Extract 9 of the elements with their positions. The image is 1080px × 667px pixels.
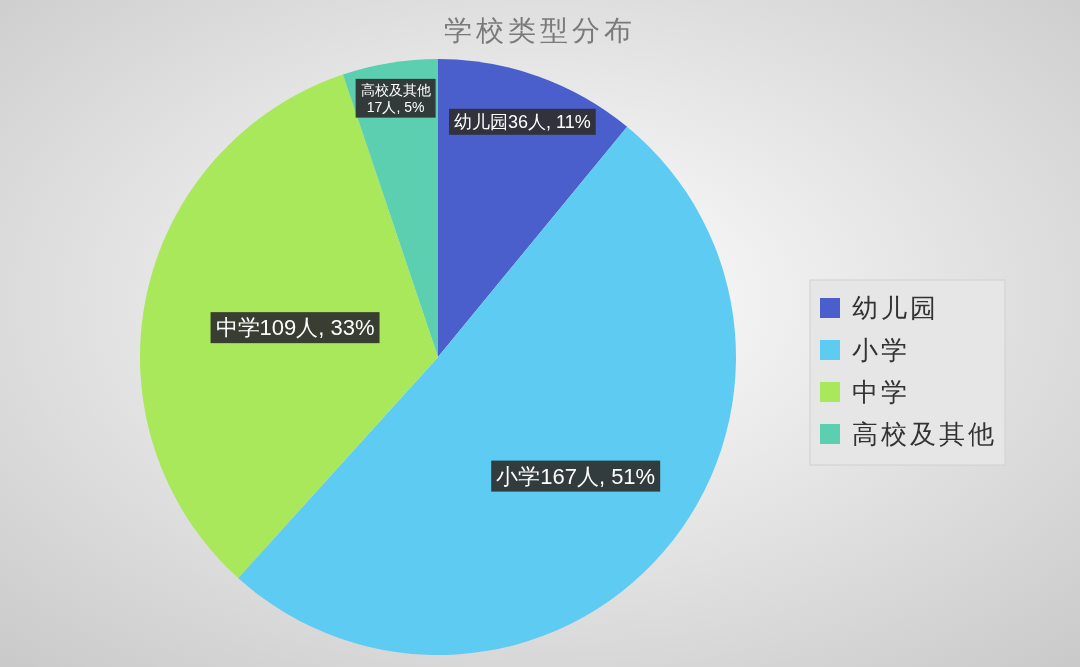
- data-label: 高校及其他 17人, 5%: [360, 81, 431, 115]
- legend-label: 高校及其他: [852, 419, 997, 449]
- data-label: 小学167人, 51%: [496, 463, 656, 489]
- chart-title: 学校类型分布: [444, 15, 636, 46]
- legend-label: 中学: [852, 377, 910, 407]
- legend-label: 小学: [852, 335, 910, 365]
- legend-label: 幼儿园: [852, 293, 939, 323]
- data-label: 中学109人, 33%: [215, 315, 375, 341]
- data-label: 幼儿园36人, 11%: [454, 111, 591, 132]
